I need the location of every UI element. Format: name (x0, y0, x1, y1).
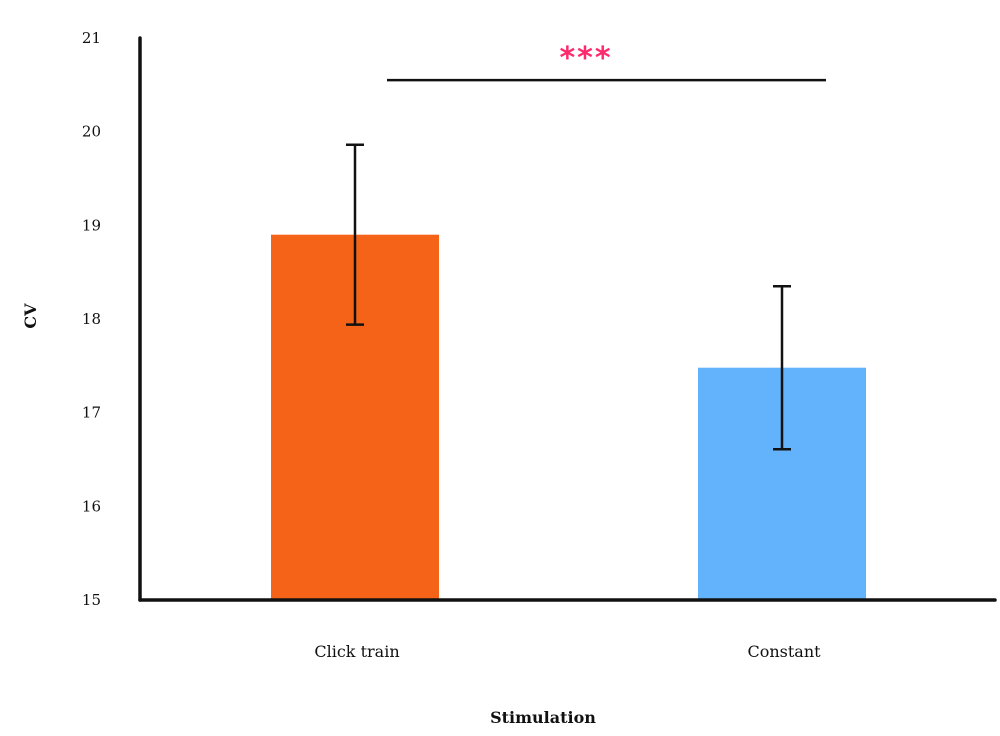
y-tick-label: 20 (82, 123, 101, 141)
y-tick-label: 21 (82, 29, 101, 47)
x-tick-label: Click train (314, 642, 399, 661)
y-tick-label: 18 (82, 310, 101, 328)
x-axis-title: Stimulation (490, 708, 596, 727)
error-bars (346, 143, 791, 451)
error-bar (773, 284, 791, 451)
y-tick-label: 17 (82, 404, 101, 422)
bars (271, 234, 866, 600)
significance-label: *** (559, 41, 612, 76)
y-axis-title: CV (21, 303, 40, 329)
y-tick-label: 15 (82, 591, 101, 609)
error-bar (346, 143, 364, 326)
y-tick-label: 19 (82, 216, 101, 234)
x-tick-label: Constant (747, 642, 821, 661)
y-tick-labels: 15 16 17 18 19 20 21 (82, 29, 101, 609)
y-tick-label: 16 (82, 497, 101, 515)
x-tick-labels: Click train Constant (314, 642, 821, 661)
